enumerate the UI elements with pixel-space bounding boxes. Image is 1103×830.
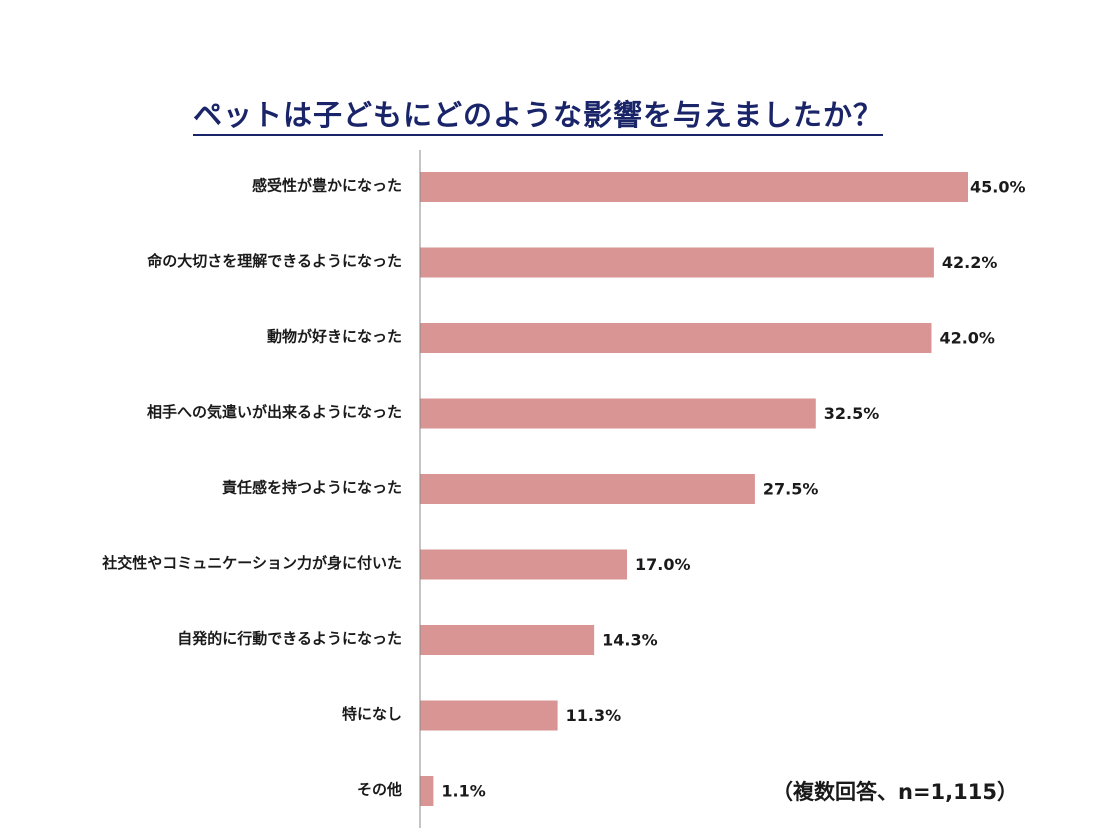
value-label: 45.0%	[970, 178, 1026, 197]
bar	[420, 700, 558, 731]
category-label: 動物が好きになった	[267, 328, 402, 346]
bar	[420, 776, 434, 806]
category-label: その他	[357, 781, 402, 799]
category-label: 感受性が豊かになった	[252, 177, 402, 195]
value-label: 1.1%	[441, 782, 485, 801]
bar	[420, 625, 595, 655]
category-label: 社交性やコミュニケーション力が身に付いた	[101, 554, 402, 572]
bars-group	[420, 172, 968, 806]
bar	[420, 474, 755, 504]
category-label: 相手への気遣いが出来るようになった	[147, 403, 402, 421]
category-label: 命の大切さを理解できるようになった	[146, 252, 402, 270]
chart-title-text: ペットは子どもにどのような影響を与えましたか？	[192, 98, 883, 136]
category-label: 特になし	[342, 705, 402, 723]
category-label: 責任感を持つようになった	[222, 479, 402, 497]
sample-note: （複数回答、n=1,115）	[772, 780, 1018, 804]
value-label: 42.0%	[939, 329, 995, 348]
bar	[420, 172, 968, 202]
value-label: 27.5%	[763, 480, 819, 499]
bar	[420, 549, 628, 580]
bar	[420, 398, 816, 429]
value-label: 32.5%	[824, 404, 880, 423]
value-label: 42.2%	[942, 253, 998, 272]
value-label: 14.3%	[602, 631, 658, 650]
chart-title: ペットは子どもにどのような影響を与えましたか？	[0, 92, 1076, 136]
bar	[420, 323, 932, 353]
value-label: 11.3%	[566, 706, 622, 725]
value-label: 17.0%	[635, 555, 691, 574]
bar	[420, 247, 934, 278]
category-label: 自発的に行動できるようになった	[177, 630, 402, 648]
category-labels-group: 感受性が豊かになった命の大切さを理解できるようになった動物が好きになった相手への…	[101, 177, 402, 799]
value-labels-group: 45.0% 42.2% 42.0% 32.5% 27.5% 17.0% 14.3% 11.3%…	[441, 178, 1025, 801]
